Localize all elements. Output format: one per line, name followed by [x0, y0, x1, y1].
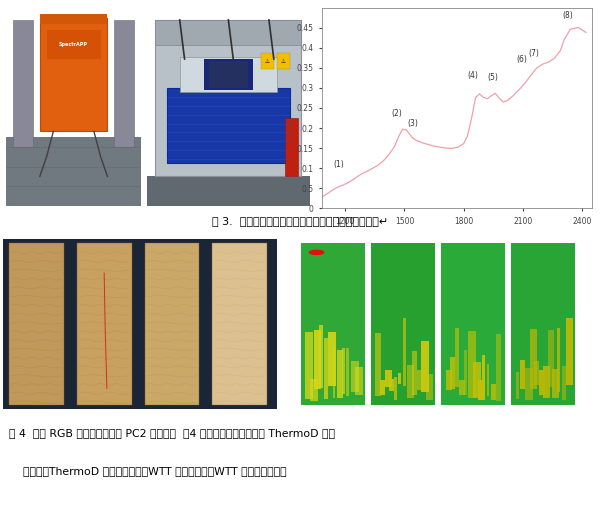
- FancyBboxPatch shape: [446, 370, 452, 390]
- Text: 图 3.  左为高光谱成像平台，右为木材平均光谱曲线图↵: 图 3. 左为高光谱成像平台，右为木材平均光谱曲线图↵: [212, 216, 389, 226]
- FancyBboxPatch shape: [3, 239, 276, 409]
- FancyBboxPatch shape: [398, 373, 401, 384]
- FancyBboxPatch shape: [300, 243, 365, 405]
- FancyBboxPatch shape: [407, 365, 414, 398]
- FancyBboxPatch shape: [459, 380, 465, 395]
- FancyBboxPatch shape: [543, 366, 550, 398]
- FancyBboxPatch shape: [342, 348, 346, 394]
- FancyBboxPatch shape: [385, 370, 392, 387]
- FancyBboxPatch shape: [455, 328, 459, 387]
- FancyBboxPatch shape: [77, 243, 132, 405]
- FancyBboxPatch shape: [464, 350, 467, 395]
- FancyBboxPatch shape: [277, 53, 290, 69]
- FancyBboxPatch shape: [332, 346, 335, 398]
- FancyBboxPatch shape: [426, 374, 433, 400]
- FancyBboxPatch shape: [389, 379, 394, 391]
- Text: 图 4  木材 RGB 图（左）及对应 PC2 图（右）  （4 块木材从左往右依次为 ThermoD 热改: 图 4 木材 RGB 图（左）及对应 PC2 图（右） （4 块木材从左往右依次…: [9, 428, 335, 438]
- FancyBboxPatch shape: [529, 329, 537, 389]
- FancyBboxPatch shape: [9, 243, 64, 405]
- FancyBboxPatch shape: [155, 20, 302, 45]
- FancyBboxPatch shape: [441, 243, 505, 405]
- FancyBboxPatch shape: [155, 20, 302, 176]
- FancyBboxPatch shape: [314, 330, 321, 389]
- FancyBboxPatch shape: [412, 352, 417, 395]
- FancyBboxPatch shape: [212, 243, 267, 405]
- FancyBboxPatch shape: [305, 332, 313, 399]
- FancyBboxPatch shape: [516, 372, 519, 399]
- FancyBboxPatch shape: [566, 318, 573, 385]
- Text: ⚠: ⚠: [265, 58, 270, 64]
- FancyBboxPatch shape: [355, 367, 363, 395]
- FancyBboxPatch shape: [548, 330, 554, 387]
- FancyBboxPatch shape: [525, 368, 533, 400]
- Text: (5): (5): [488, 73, 499, 82]
- FancyBboxPatch shape: [6, 137, 141, 206]
- FancyBboxPatch shape: [346, 348, 349, 396]
- FancyBboxPatch shape: [491, 385, 496, 400]
- Text: ⚠: ⚠: [281, 58, 286, 64]
- FancyBboxPatch shape: [394, 377, 397, 400]
- FancyBboxPatch shape: [204, 59, 253, 90]
- FancyBboxPatch shape: [337, 350, 343, 398]
- FancyBboxPatch shape: [403, 318, 406, 386]
- FancyBboxPatch shape: [473, 362, 481, 398]
- FancyBboxPatch shape: [482, 356, 485, 385]
- FancyBboxPatch shape: [478, 380, 485, 400]
- Text: (6): (6): [516, 55, 527, 64]
- FancyBboxPatch shape: [166, 88, 290, 163]
- Text: (2): (2): [391, 109, 402, 118]
- FancyBboxPatch shape: [450, 357, 455, 389]
- FancyBboxPatch shape: [40, 14, 108, 24]
- FancyBboxPatch shape: [47, 29, 101, 59]
- Text: (7): (7): [528, 49, 539, 58]
- Text: (3): (3): [407, 119, 418, 128]
- Text: 性刨面，ThermoD 热改性锯切面，WTT 热改性刨面，WTT 热改性锯切面）: 性刨面，ThermoD 热改性锯切面，WTT 热改性刨面，WTT 热改性锯切面）: [9, 466, 287, 477]
- FancyBboxPatch shape: [13, 20, 33, 147]
- FancyBboxPatch shape: [310, 379, 318, 401]
- Text: (4): (4): [467, 71, 478, 80]
- FancyBboxPatch shape: [209, 61, 248, 88]
- FancyBboxPatch shape: [520, 360, 525, 389]
- FancyBboxPatch shape: [319, 325, 323, 388]
- Text: SpectrAPP: SpectrAPP: [59, 42, 88, 47]
- FancyBboxPatch shape: [557, 328, 560, 392]
- FancyBboxPatch shape: [323, 338, 328, 399]
- FancyBboxPatch shape: [285, 118, 298, 176]
- FancyBboxPatch shape: [376, 333, 380, 396]
- FancyBboxPatch shape: [40, 18, 108, 132]
- FancyBboxPatch shape: [261, 53, 274, 69]
- FancyBboxPatch shape: [469, 331, 477, 398]
- FancyBboxPatch shape: [561, 366, 566, 400]
- FancyBboxPatch shape: [145, 243, 200, 405]
- Text: (1): (1): [333, 160, 344, 169]
- FancyBboxPatch shape: [552, 369, 560, 398]
- FancyBboxPatch shape: [487, 364, 489, 396]
- Text: (8): (8): [562, 12, 573, 20]
- FancyBboxPatch shape: [371, 243, 435, 405]
- Circle shape: [310, 250, 324, 255]
- FancyBboxPatch shape: [496, 334, 501, 401]
- FancyBboxPatch shape: [416, 370, 425, 390]
- FancyBboxPatch shape: [511, 243, 575, 405]
- FancyBboxPatch shape: [351, 361, 359, 392]
- FancyBboxPatch shape: [180, 57, 277, 92]
- FancyBboxPatch shape: [534, 361, 539, 385]
- FancyBboxPatch shape: [380, 380, 385, 395]
- FancyBboxPatch shape: [147, 176, 310, 206]
- FancyBboxPatch shape: [421, 341, 429, 392]
- FancyBboxPatch shape: [114, 20, 135, 147]
- FancyBboxPatch shape: [328, 332, 337, 386]
- FancyBboxPatch shape: [538, 370, 545, 395]
